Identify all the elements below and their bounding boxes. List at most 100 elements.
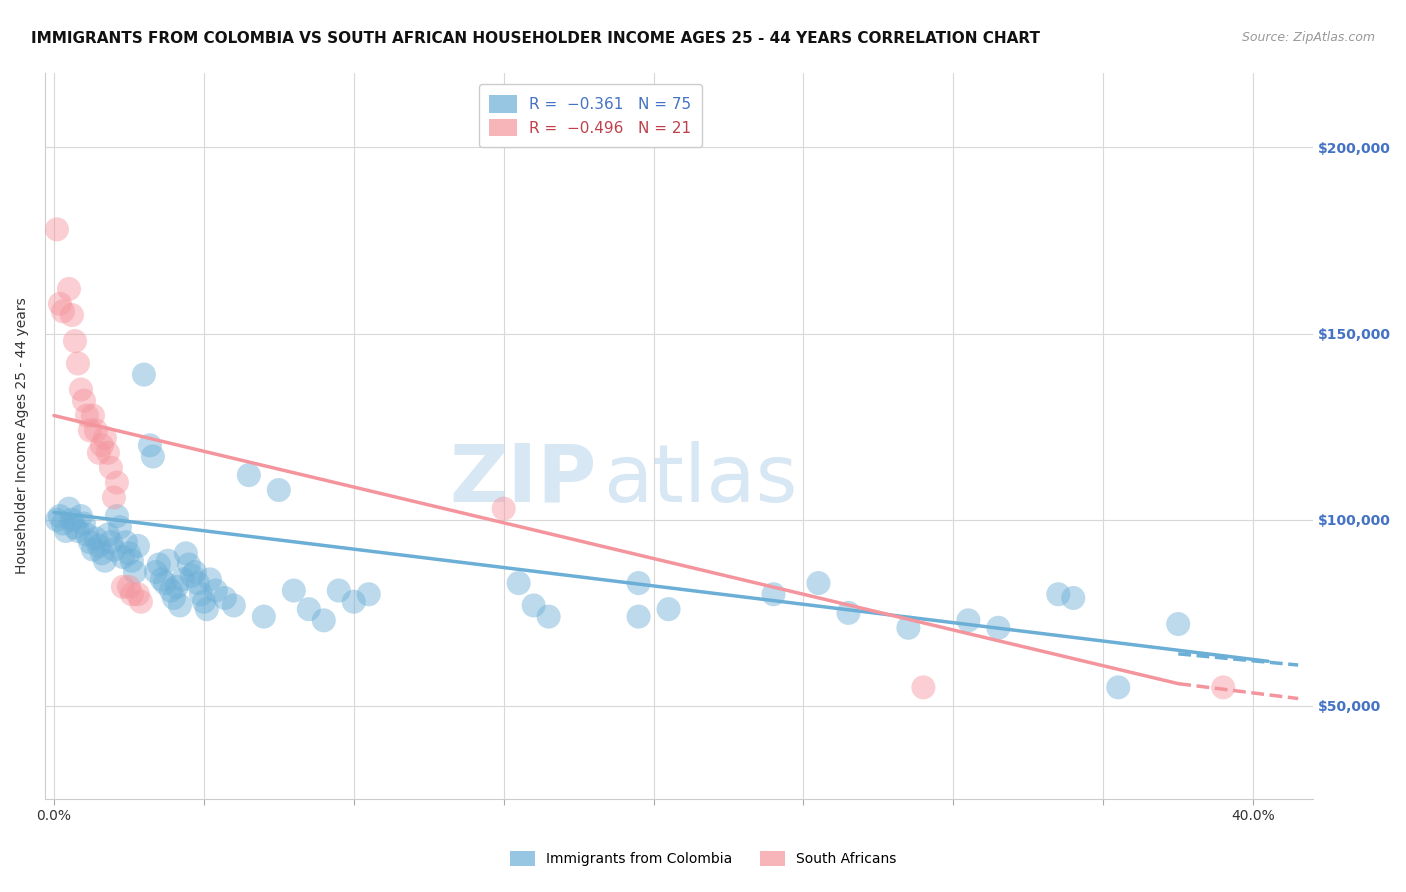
Point bbox=[84, 532, 107, 546]
Point bbox=[49, 297, 72, 311]
Point bbox=[238, 468, 260, 483]
Point bbox=[82, 409, 104, 423]
Point bbox=[70, 383, 93, 397]
Point bbox=[1047, 587, 1070, 601]
Point bbox=[508, 576, 530, 591]
Point bbox=[46, 513, 69, 527]
Legend: R =  −0.361   N = 75, R =  −0.496   N = 21: R = −0.361 N = 75, R = −0.496 N = 21 bbox=[478, 84, 702, 147]
Point bbox=[343, 595, 366, 609]
Point bbox=[187, 576, 209, 591]
Point bbox=[52, 304, 75, 318]
Point bbox=[121, 587, 143, 601]
Point bbox=[837, 606, 859, 620]
Point bbox=[79, 424, 101, 438]
Point bbox=[312, 613, 335, 627]
Point bbox=[184, 565, 207, 579]
Point bbox=[912, 681, 935, 695]
Point bbox=[103, 491, 125, 505]
Point bbox=[66, 356, 89, 370]
Point bbox=[1167, 617, 1189, 632]
Text: ZIP: ZIP bbox=[450, 441, 596, 518]
Point bbox=[73, 516, 96, 531]
Point bbox=[897, 621, 920, 635]
Point bbox=[1107, 681, 1129, 695]
Point bbox=[94, 554, 117, 568]
Point bbox=[79, 535, 101, 549]
Point bbox=[52, 516, 75, 531]
Point bbox=[987, 621, 1010, 635]
Point bbox=[253, 609, 276, 624]
Point bbox=[1212, 681, 1234, 695]
Point bbox=[627, 576, 650, 591]
Point bbox=[328, 583, 350, 598]
Point bbox=[76, 527, 98, 541]
Point bbox=[139, 438, 162, 452]
Text: atlas: atlas bbox=[603, 441, 797, 518]
Point bbox=[118, 580, 141, 594]
Point bbox=[163, 591, 186, 605]
Point bbox=[87, 446, 110, 460]
Point bbox=[97, 446, 120, 460]
Point bbox=[195, 602, 218, 616]
Point bbox=[658, 602, 681, 616]
Point bbox=[84, 424, 107, 438]
Point bbox=[132, 368, 155, 382]
Point bbox=[105, 509, 128, 524]
Point bbox=[124, 565, 146, 579]
Point bbox=[214, 591, 236, 605]
Point bbox=[49, 509, 72, 524]
Legend: Immigrants from Colombia, South Africans: Immigrants from Colombia, South Africans bbox=[505, 846, 901, 871]
Point bbox=[108, 520, 131, 534]
Point bbox=[70, 509, 93, 524]
Point bbox=[121, 554, 143, 568]
Point bbox=[222, 599, 245, 613]
Point bbox=[90, 546, 112, 560]
Point bbox=[90, 438, 112, 452]
Point bbox=[127, 587, 149, 601]
Point bbox=[100, 535, 122, 549]
Point bbox=[103, 542, 125, 557]
Point bbox=[58, 501, 80, 516]
Point bbox=[627, 609, 650, 624]
Point bbox=[58, 282, 80, 296]
Point bbox=[82, 542, 104, 557]
Point bbox=[492, 501, 515, 516]
Point bbox=[267, 483, 290, 497]
Point bbox=[55, 524, 77, 538]
Point bbox=[205, 583, 228, 598]
Point bbox=[174, 546, 197, 560]
Point bbox=[957, 613, 980, 627]
Point bbox=[1062, 591, 1084, 605]
Point bbox=[115, 535, 138, 549]
Point bbox=[807, 576, 830, 591]
Point bbox=[111, 549, 134, 564]
Point bbox=[87, 539, 110, 553]
Point bbox=[127, 539, 149, 553]
Point bbox=[60, 308, 83, 322]
Point bbox=[94, 431, 117, 445]
Y-axis label: Householder Income Ages 25 - 44 years: Householder Income Ages 25 - 44 years bbox=[15, 298, 30, 574]
Point bbox=[177, 558, 200, 572]
Point bbox=[111, 580, 134, 594]
Point bbox=[153, 576, 176, 591]
Point bbox=[66, 524, 89, 538]
Point bbox=[190, 587, 212, 601]
Point bbox=[46, 222, 69, 236]
Point bbox=[145, 565, 167, 579]
Point bbox=[118, 546, 141, 560]
Point bbox=[762, 587, 785, 601]
Point bbox=[73, 393, 96, 408]
Text: Source: ZipAtlas.com: Source: ZipAtlas.com bbox=[1241, 31, 1375, 45]
Point bbox=[198, 573, 221, 587]
Point bbox=[537, 609, 560, 624]
Point bbox=[357, 587, 380, 601]
Text: IMMIGRANTS FROM COLOMBIA VS SOUTH AFRICAN HOUSEHOLDER INCOME AGES 25 - 44 YEARS : IMMIGRANTS FROM COLOMBIA VS SOUTH AFRICA… bbox=[31, 31, 1040, 46]
Point bbox=[166, 580, 188, 594]
Point bbox=[105, 475, 128, 490]
Point bbox=[156, 554, 179, 568]
Point bbox=[142, 450, 165, 464]
Point bbox=[129, 595, 152, 609]
Point bbox=[76, 409, 98, 423]
Point bbox=[193, 595, 215, 609]
Point bbox=[298, 602, 321, 616]
